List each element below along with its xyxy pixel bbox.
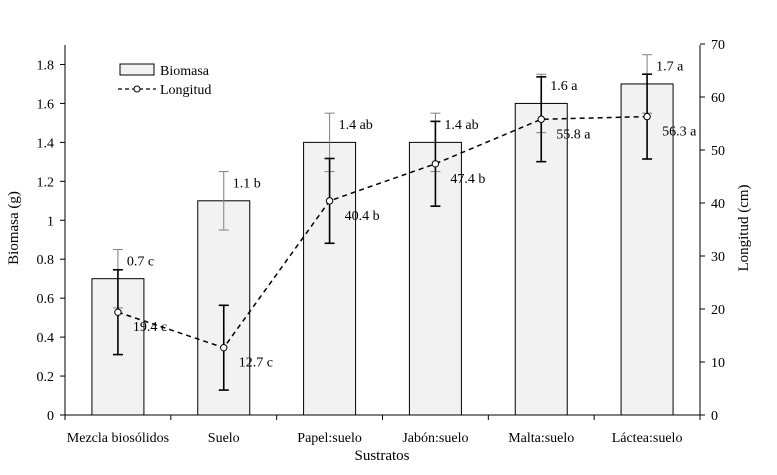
y2-tick-label: 60: [711, 91, 725, 106]
y-tick-label: 1.6: [37, 97, 55, 112]
axes: 0 0.2 0.4 0.6 0.8 1 1.2 1.4 1.6 1.8 0 10 20 30 40 50 60 7…: [37, 38, 726, 446]
line-data-label: 56.3 a: [662, 125, 697, 140]
y-tick-label: 0.2: [37, 370, 55, 385]
y2-tick-label: 0: [711, 409, 718, 424]
legend-bar-swatch: [119, 63, 155, 76]
y2-axis-title: Longitud (cm): [736, 184, 752, 271]
legend-marker: [133, 85, 141, 93]
bar-data-label: 1.4 ab: [444, 118, 478, 133]
x-tick-label: Mezcla biosólidos: [67, 431, 169, 446]
longitud-point: [643, 112, 651, 121]
bar-series: [91, 54, 674, 416]
x-tick-label: Láctea:suelo: [612, 431, 683, 446]
x-axis-title: Sustratos: [354, 448, 409, 464]
y-axis-title: Biomasa (g): [6, 191, 22, 265]
legend-label-biomasa: Biomasa: [160, 64, 210, 79]
x-tick-label: Malta:suelo: [508, 431, 574, 446]
y-tick-label: 0.4: [37, 331, 55, 346]
bar-data-label: 1.4 ab: [339, 118, 373, 133]
x-tick-label: Jabón:suelo: [402, 431, 468, 446]
y-tick-label: 1.4: [37, 136, 55, 151]
longitud-point: [325, 197, 334, 205]
longitud-point: [537, 115, 545, 123]
line-data-label: 40.4 b: [345, 209, 380, 224]
line-data-label: 47.4 b: [450, 172, 485, 187]
bar-data-label: 1.1 b: [233, 177, 261, 192]
y2-tick-label: 20: [711, 303, 725, 318]
bar-data-label: 0.7 c: [127, 254, 154, 269]
y-tick-label: 0.8: [37, 253, 55, 268]
legend: Biomasa Longitud: [118, 63, 211, 98]
longitud-point: [220, 343, 228, 352]
y2-tick-label: 70: [711, 38, 725, 53]
bar-data-label: 1.7 a: [656, 60, 684, 75]
line-data-label: 19.4 c: [133, 320, 167, 335]
longitud-line: [117, 115, 648, 349]
y-tick-label: 1.8: [37, 58, 55, 73]
x-tick-label: Papel:suelo: [297, 431, 362, 446]
y2-tick-label: 10: [711, 356, 725, 371]
y-tick-label: 1.2: [37, 175, 55, 190]
y-tick-label: 0.6: [37, 292, 55, 307]
line-data-label: 55.8 a: [556, 127, 591, 142]
y-tick-label: 0: [47, 409, 54, 424]
y-tick-label: 1: [47, 214, 54, 229]
line-series: [112, 73, 653, 391]
longitud-point: [114, 308, 122, 316]
line-data-label: 12.7 c: [239, 356, 273, 371]
bar-data-label: 1.6 a: [550, 79, 578, 94]
x-tick-label: Suelo: [208, 431, 240, 446]
y2-tick-label: 30: [711, 250, 725, 265]
data-labels: 0.7 c 1.1 b 1.4 ab 1.4 ab 1.6 a 1.7 a 19.4 c 12…: [127, 60, 697, 371]
y2-tick-label: 40: [711, 197, 725, 212]
legend-label-longitud: Longitud: [160, 83, 211, 98]
y2-tick-label: 50: [711, 144, 725, 159]
longitud-point: [431, 160, 440, 168]
